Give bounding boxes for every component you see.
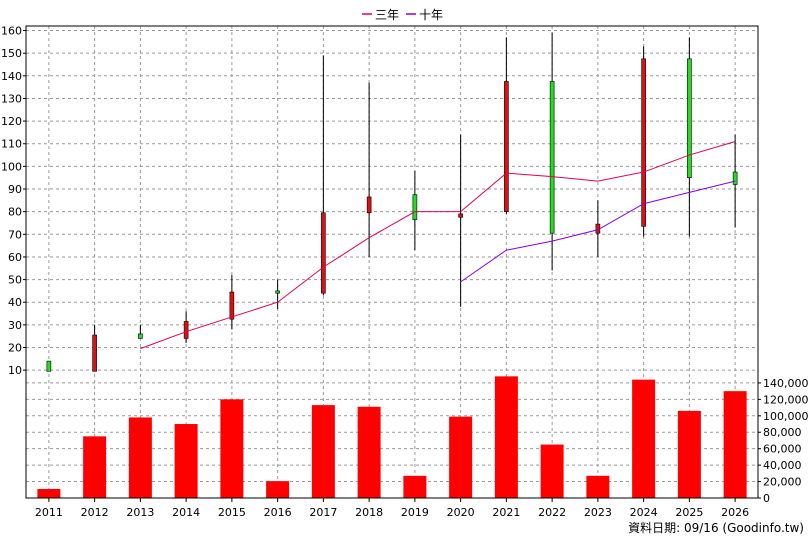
price-tick-label: 120: [1, 115, 22, 128]
axes: 10 20 30 40 50 60 70 80 90 100 110 120 130 140 150 160 0…: [1, 25, 808, 519]
x-tick-label: 2019: [401, 506, 429, 519]
volume-tick-label: 0: [763, 492, 770, 505]
price-tick-label: 160: [1, 25, 22, 38]
x-tick-label: 2018: [355, 506, 383, 519]
volume-bar: [677, 410, 701, 498]
x-tick-label: 2015: [218, 506, 246, 519]
price-tick-label: 10: [8, 364, 22, 377]
x-tick-label: 2021: [492, 506, 520, 519]
candle-body: [687, 58, 692, 178]
volume-bar: [723, 391, 747, 498]
volume-bar: [357, 406, 381, 498]
candle-body: [641, 58, 646, 227]
volume-bar: [220, 399, 244, 498]
volume-bar: [586, 475, 610, 498]
volume-tick-label: 80,000: [763, 426, 802, 439]
candle-body: [138, 333, 143, 339]
volume-bar: [174, 424, 198, 498]
x-tick-label: 2026: [721, 506, 749, 519]
volume-tick-label: 60,000: [763, 443, 802, 456]
price-tick-label: 80: [8, 206, 22, 219]
candle-body: [92, 334, 97, 372]
x-tick-label: 2013: [126, 506, 154, 519]
x-tick-label: 2020: [447, 506, 475, 519]
price-tick-label: 130: [1, 92, 22, 105]
volume-bar: [266, 481, 290, 498]
x-tick-label: 2014: [172, 506, 200, 519]
candle-body: [275, 290, 280, 294]
legend-label: 三年: [375, 8, 399, 22]
volume-tick-label: 20,000: [763, 476, 802, 489]
price-tick-label: 90: [8, 183, 22, 196]
x-tick-label: 2022: [538, 506, 566, 519]
candle-body: [732, 171, 738, 185]
volume-bar: [311, 405, 335, 498]
average-lines: [140, 140, 736, 350]
series-line: [460, 180, 736, 283]
price-tick-label: 70: [8, 228, 22, 241]
volume-bar: [37, 488, 61, 498]
plot-frame: [25, 25, 759, 499]
candle-body: [366, 196, 372, 214]
series-line: [140, 140, 736, 350]
x-tick-label: 2023: [584, 506, 612, 519]
volume-bar: [632, 379, 656, 498]
price-tick-label: 60: [8, 251, 22, 264]
price-tick-label: 50: [8, 274, 22, 287]
price-tick-label: 100: [1, 160, 22, 173]
volume-tick-label: 120,000: [763, 393, 808, 406]
x-tick-label: 2012: [81, 506, 109, 519]
volume-bar: [83, 436, 107, 498]
volume-bar: [449, 416, 473, 498]
candle-body: [321, 212, 326, 294]
x-tick-label: 2011: [35, 506, 63, 519]
footer-date: 資料日期: 09/16 (Goodinfo.tw): [628, 521, 804, 535]
price-tick-label: 150: [1, 47, 22, 60]
price-tick-label: 30: [8, 319, 22, 332]
legend: 三年 十年: [362, 8, 443, 22]
candle-body: [549, 81, 555, 234]
volume-tick-label: 40,000: [763, 459, 802, 472]
volume-bar: [540, 444, 564, 498]
x-tick-label: 2016: [264, 506, 292, 519]
x-tick-label: 2025: [675, 506, 703, 519]
x-tick-label: 2017: [309, 506, 337, 519]
price-tick-label: 20: [8, 342, 22, 355]
candle-body: [412, 194, 418, 220]
price-tick-label: 140: [1, 70, 22, 83]
volume-tick-label: 140,000: [763, 377, 808, 390]
volume-bars: [37, 376, 747, 498]
volume-tick-label: 100,000: [763, 410, 808, 423]
candle-body: [46, 360, 52, 372]
candle-body: [183, 321, 189, 339]
x-tick-label: 2024: [630, 506, 658, 519]
volume-bar: [403, 475, 427, 498]
price-tick-label: 110: [1, 138, 22, 151]
candles: [46, 32, 738, 372]
candle-body: [229, 291, 235, 320]
volume-bar: [494, 376, 518, 498]
candle-body: [458, 213, 463, 218]
price-tick-label: 40: [8, 296, 22, 309]
candle-body: [504, 81, 509, 212]
volume-bar: [128, 417, 152, 498]
legend-label: 十年: [419, 8, 443, 22]
